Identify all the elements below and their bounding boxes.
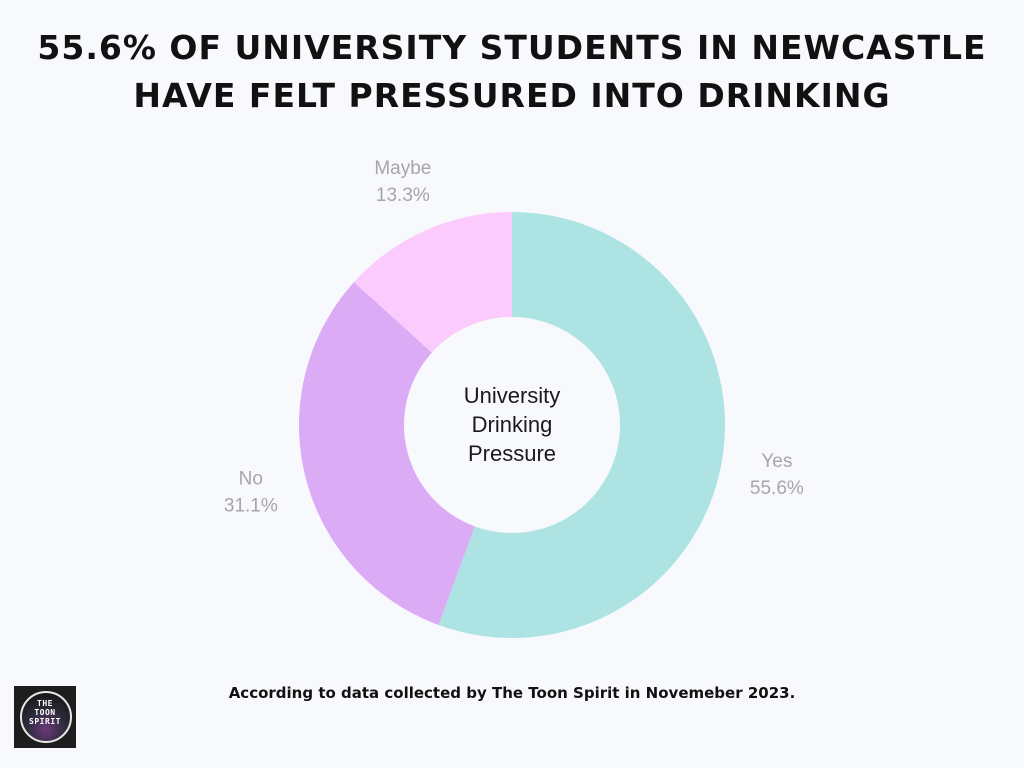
slice-label-yes: Yes 55.6% <box>750 451 804 499</box>
slice-maybe <box>354 212 512 353</box>
chart-title-line-2: HAVE FELT PRESSURED INTO DRINKING <box>133 76 891 115</box>
center-label: University Drinking Pressure <box>464 383 561 466</box>
logo-ring <box>20 691 72 743</box>
slice-label-no: No 31.1% <box>224 468 278 516</box>
chart-title-line-1: 55.6% OF UNIVERSITY STUDENTS IN NEWCASTL… <box>37 28 987 67</box>
slice-no <box>299 282 475 625</box>
slice-label-maybe: Maybe 13.3% <box>374 158 431 206</box>
chart-title: 55.6% OF UNIVERSITY STUDENTS IN NEWCASTL… <box>0 24 1024 120</box>
center-label-line-2: Drinking <box>472 412 553 437</box>
logo-line-1: THE <box>37 699 53 708</box>
center-label-line-1: University <box>464 383 561 408</box>
source-footnote: According to data collected by The Toon … <box>228 684 796 702</box>
logo-line-3: SPIRIT <box>29 717 61 726</box>
logo-line-2: TOON <box>34 708 56 717</box>
center-label-line-3: Pressure <box>468 441 556 466</box>
slice-yes <box>438 212 725 638</box>
logo-text: THE TOON SPIRIT <box>14 699 76 726</box>
toon-spirit-logo: THE TOON SPIRIT <box>14 686 76 748</box>
